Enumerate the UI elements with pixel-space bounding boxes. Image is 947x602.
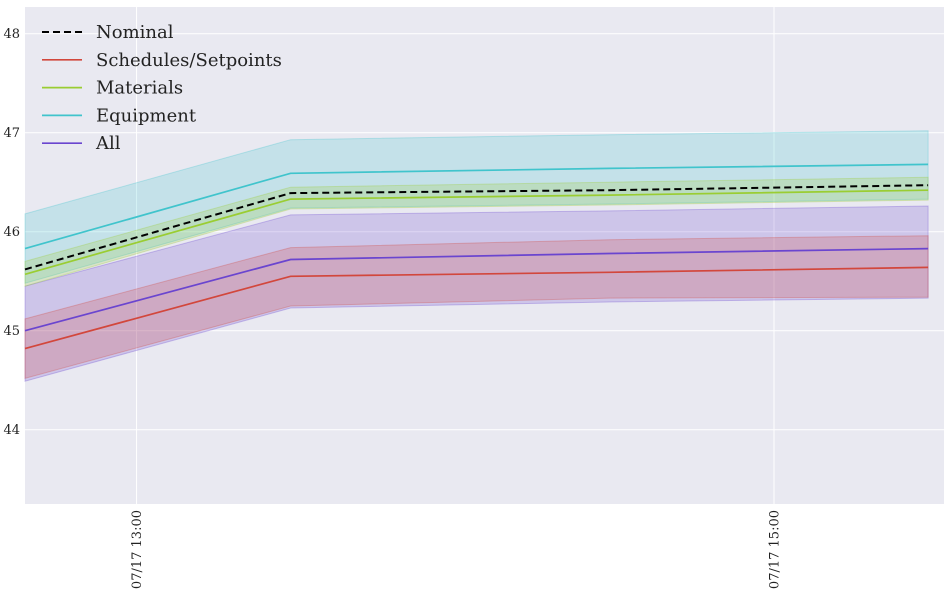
y-tick-label: 47: [3, 126, 20, 141]
legend-label-equipment: Equipment: [96, 105, 197, 126]
y-tick-label: 44: [3, 423, 20, 438]
series-line-materials: [24, 189, 929, 276]
legend-label-all: All: [95, 133, 121, 154]
x-tick-label: 07/17 15:00: [768, 510, 783, 589]
legend-label-nominal: Nominal: [96, 22, 174, 43]
legend: Nominal Schedules/Setpoints Materials Equip…: [42, 22, 282, 154]
series-line-equipment: [24, 163, 929, 250]
x-tick-label: 07/17 13:00: [130, 510, 145, 589]
y-tick-label: 48: [3, 27, 20, 42]
legend-label-schedules-setpoints: Schedules/Setpoints: [96, 50, 282, 71]
band-equipment: [24, 130, 929, 284]
y-tick-label: 45: [3, 324, 20, 339]
series-lines: [24, 163, 929, 350]
legend-label-materials: Materials: [96, 78, 183, 99]
series-line-nominal: [24, 184, 929, 271]
series-line-all: [24, 247, 929, 332]
series-line-schedules-setpoints: [24, 266, 929, 350]
band-all: [24, 205, 929, 382]
x-axis-ticks: 07/17 13:00 07/17 15:00: [130, 510, 782, 589]
y-axis-ticks: 44 45 46 47 48: [3, 27, 20, 438]
y-tick-label: 46: [3, 225, 20, 240]
